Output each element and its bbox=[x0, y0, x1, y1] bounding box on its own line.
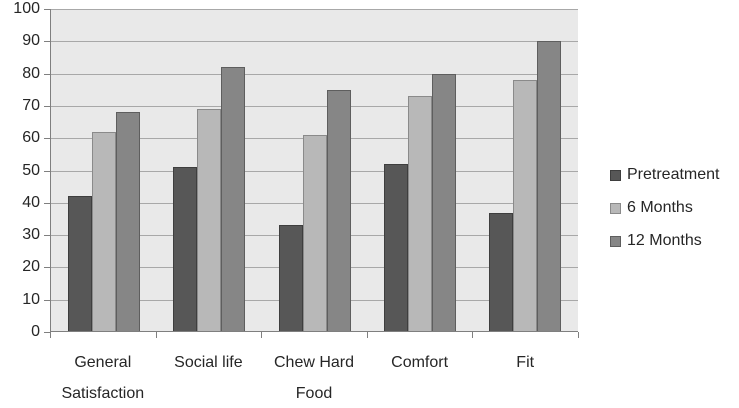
bar-6-months-social-life bbox=[197, 109, 222, 332]
y-tick-mark bbox=[44, 235, 50, 237]
y-tick-mark bbox=[44, 170, 50, 172]
y-tick-mark bbox=[44, 41, 50, 43]
x-category-label-line: Satisfaction bbox=[61, 385, 145, 402]
y-tick-mark bbox=[44, 105, 50, 107]
bar-pretreatment-fit bbox=[489, 212, 514, 332]
legend-item-12-months: 12 Months bbox=[610, 232, 719, 250]
x-tick-mark bbox=[366, 332, 368, 338]
x-tick-mark bbox=[578, 332, 579, 338]
bar-12-months-chew-hard-food bbox=[326, 89, 351, 332]
bar-6-months-comfort bbox=[407, 96, 432, 332]
x-category-label-social-life: Social life bbox=[133, 347, 283, 378]
y-tick-mark bbox=[44, 267, 50, 269]
x-category-label-line: Comfort bbox=[391, 354, 449, 371]
x-category-label-chew-hard-food: Chew Hard Food bbox=[239, 347, 389, 408]
legend-label: 12 Months bbox=[627, 232, 702, 249]
y-tick-label: 80 bbox=[22, 64, 40, 82]
bar-12-months-general-satisfaction bbox=[115, 112, 140, 332]
x-category-label-fit: Fit bbox=[450, 347, 600, 378]
y-tick-mark bbox=[44, 299, 50, 301]
x-category-label-general-satisfaction: General Satisfaction bbox=[28, 347, 178, 408]
y-tick-label: 90 bbox=[22, 32, 40, 50]
y-tick-label: 20 bbox=[22, 258, 40, 276]
legend-item-6-months: 6 Months bbox=[610, 199, 719, 217]
x-category-label-comfort: Comfort bbox=[345, 347, 495, 378]
y-tick-label: 40 bbox=[22, 193, 40, 211]
x-category-label-line: Food bbox=[295, 385, 333, 402]
y-tick-mark bbox=[44, 202, 50, 204]
bar-group-chew-hard-food bbox=[262, 9, 367, 332]
x-category-label-line: Social life bbox=[174, 354, 243, 371]
y-tick-label: 70 bbox=[22, 96, 40, 114]
legend-swatch-icon bbox=[610, 202, 621, 214]
bar-pretreatment-general-satisfaction bbox=[67, 196, 92, 332]
bar-6-months-chew-hard-food bbox=[302, 134, 327, 332]
legend: Pretreatment 6 Months 12 Months bbox=[610, 166, 719, 265]
x-tick-mark bbox=[472, 332, 474, 338]
y-tick-label: 60 bbox=[22, 129, 40, 147]
bar-group-fit bbox=[473, 9, 578, 332]
bar-12-months-comfort bbox=[431, 73, 456, 332]
y-tick-label: 0 bbox=[31, 323, 40, 340]
x-category-label-line: Chew Hard bbox=[273, 354, 355, 371]
y-tick-mark bbox=[44, 73, 50, 75]
bar-group-social-life bbox=[156, 9, 261, 332]
gridline bbox=[51, 105, 578, 107]
bar-pretreatment-comfort bbox=[383, 164, 408, 332]
plot-area bbox=[50, 9, 578, 332]
bar-group-general-satisfaction bbox=[51, 9, 156, 332]
bar-pretreatment-social-life bbox=[173, 167, 198, 332]
bar-group-comfort bbox=[367, 9, 472, 332]
x-category-label-line: Fit bbox=[516, 354, 535, 371]
y-tick-mark bbox=[44, 138, 50, 140]
bar-groups bbox=[51, 9, 578, 332]
x-tick-mark bbox=[155, 332, 157, 338]
bar-6-months-fit bbox=[513, 80, 538, 332]
legend-swatch-icon bbox=[610, 235, 621, 247]
legend-item-pretreatment: Pretreatment bbox=[610, 166, 719, 184]
legend-label: 6 Months bbox=[627, 199, 693, 216]
x-tick-mark bbox=[50, 332, 51, 338]
bar-12-months-fit bbox=[537, 41, 562, 332]
y-tick-label: 30 bbox=[22, 226, 40, 244]
y-tick-mark bbox=[44, 332, 50, 333]
gridline bbox=[51, 9, 578, 10]
y-tick-label: 50 bbox=[22, 161, 40, 179]
y-tick-label: 10 bbox=[22, 290, 40, 308]
bar-12-months-social-life bbox=[221, 67, 246, 332]
legend-label: Pretreatment bbox=[627, 166, 720, 183]
gridline bbox=[51, 73, 578, 75]
x-tick-mark bbox=[261, 332, 263, 338]
x-category-label-line: General bbox=[74, 354, 132, 371]
gridline bbox=[51, 41, 578, 43]
x-axis-line bbox=[51, 331, 578, 332]
y-tick-mark bbox=[44, 9, 50, 10]
bar-pretreatment-chew-hard-food bbox=[278, 225, 303, 332]
legend-swatch-icon bbox=[610, 169, 621, 181]
y-tick-label: 100 bbox=[13, 0, 40, 17]
bar-6-months-general-satisfaction bbox=[91, 131, 116, 332]
